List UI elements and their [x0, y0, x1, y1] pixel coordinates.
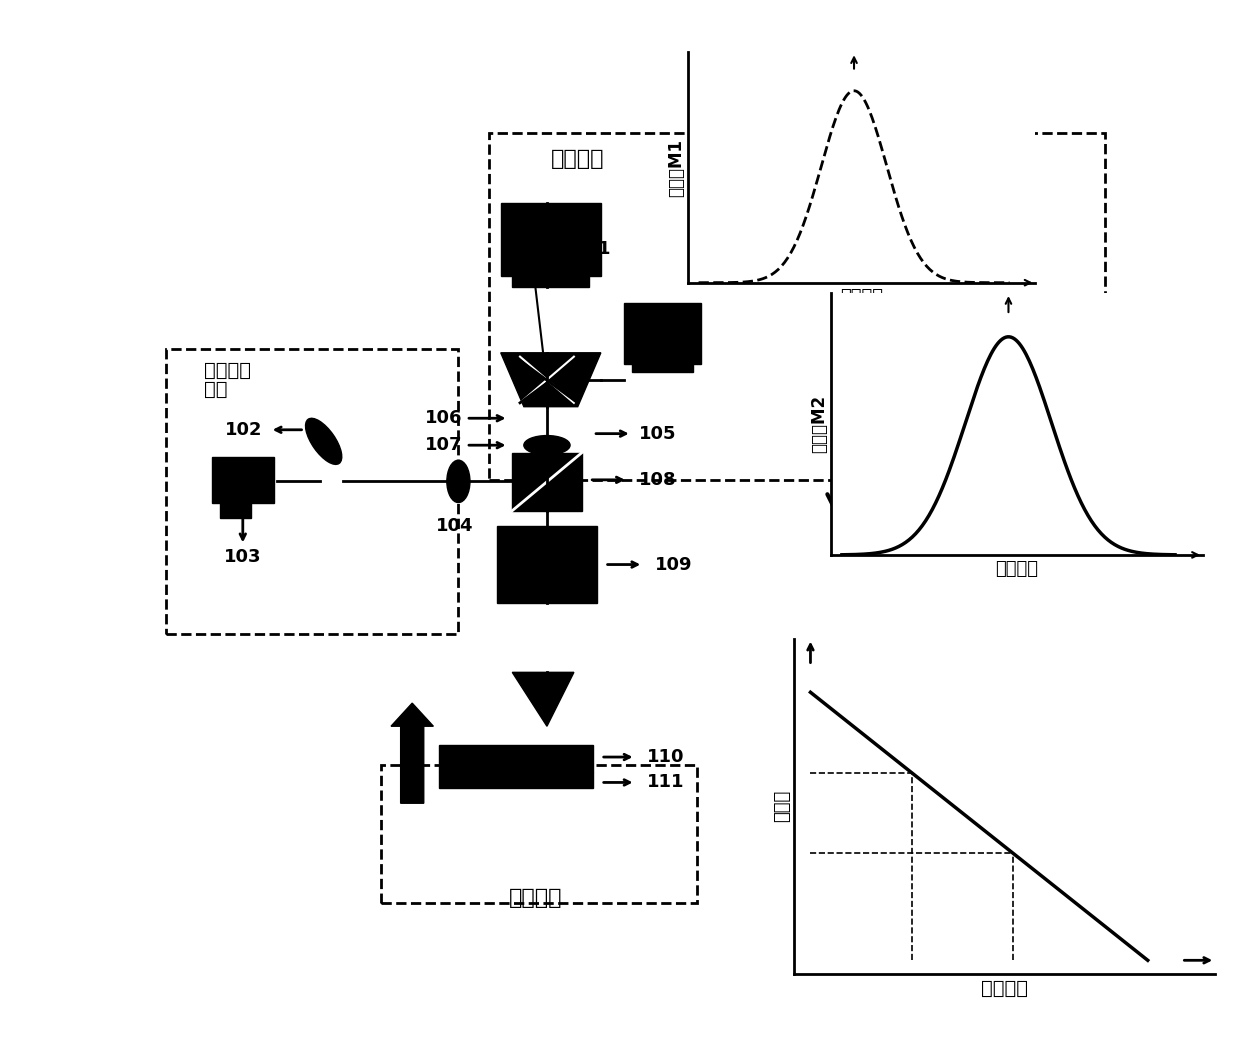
Bar	[382, 764, 697, 904]
Bar	[501, 203, 601, 275]
Text: 101: 101	[574, 240, 611, 258]
Bar	[490, 133, 1105, 480]
Bar	[212, 456, 274, 503]
Text: 109: 109	[655, 556, 692, 574]
Text: 104: 104	[435, 517, 474, 535]
X-axis label: 扫描位置: 扫描位置	[981, 979, 1028, 998]
Bar	[497, 526, 596, 603]
Bar	[631, 357, 693, 372]
Text: 信号输出: 信号输出	[551, 149, 604, 169]
Y-axis label: 调制度M1: 调制度M1	[667, 138, 686, 197]
Polygon shape	[512, 672, 574, 727]
Text: 102: 102	[224, 421, 262, 439]
FancyArrow shape	[391, 704, 433, 803]
Bar	[439, 773, 593, 787]
Polygon shape	[501, 353, 601, 406]
Bar	[166, 349, 459, 633]
Text: 105: 105	[640, 425, 677, 443]
Y-axis label: 调制度: 调制度	[773, 790, 791, 822]
Text: 空间光场: 空间光场	[205, 360, 252, 379]
Text: 110: 110	[647, 748, 684, 766]
Ellipse shape	[523, 436, 570, 454]
Bar	[439, 745, 593, 773]
Text: 106: 106	[425, 409, 463, 427]
Ellipse shape	[446, 461, 470, 503]
Text: 107: 107	[425, 437, 463, 454]
Text: 111: 111	[647, 774, 684, 792]
Text: 108: 108	[640, 471, 677, 489]
Bar	[624, 303, 701, 364]
X-axis label: 物体形貌: 物体形貌	[996, 560, 1038, 578]
Text: 信号输入: 信号输入	[508, 888, 562, 908]
Y-axis label: 调制度M2: 调制度M2	[810, 395, 828, 453]
Text: 103: 103	[224, 548, 262, 565]
Text: 调控: 调控	[205, 380, 228, 399]
Ellipse shape	[305, 419, 342, 465]
X-axis label: 物体形貌: 物体形貌	[841, 288, 883, 306]
Bar	[512, 272, 589, 287]
Bar	[219, 503, 250, 518]
Bar	[512, 453, 582, 511]
